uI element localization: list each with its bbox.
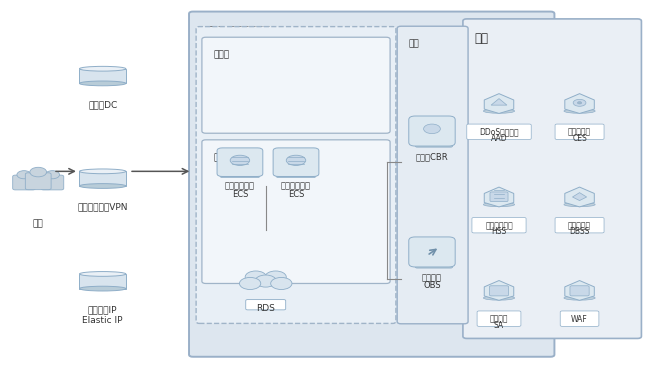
FancyBboxPatch shape (220, 172, 259, 177)
Ellipse shape (286, 155, 306, 166)
Polygon shape (484, 280, 514, 300)
Text: Elastic IP: Elastic IP (83, 316, 123, 325)
FancyBboxPatch shape (555, 218, 604, 233)
Text: ECS: ECS (288, 190, 304, 199)
Ellipse shape (79, 272, 126, 276)
FancyBboxPatch shape (490, 192, 508, 202)
Text: 弹性云服务器: 弹性云服务器 (281, 181, 311, 190)
Text: 弹性公网IP: 弹性公网IP (88, 305, 118, 314)
FancyBboxPatch shape (472, 218, 526, 233)
FancyBboxPatch shape (555, 124, 604, 140)
FancyBboxPatch shape (489, 286, 508, 296)
Ellipse shape (564, 296, 595, 300)
Polygon shape (79, 69, 126, 83)
FancyBboxPatch shape (467, 124, 531, 140)
FancyBboxPatch shape (217, 148, 263, 176)
FancyBboxPatch shape (189, 12, 554, 357)
Ellipse shape (79, 169, 126, 174)
Text: 数据库: 数据库 (213, 51, 229, 60)
FancyBboxPatch shape (276, 172, 316, 177)
Polygon shape (565, 94, 594, 113)
FancyBboxPatch shape (560, 311, 599, 326)
FancyBboxPatch shape (196, 26, 396, 323)
Ellipse shape (79, 184, 126, 188)
FancyBboxPatch shape (273, 148, 319, 176)
Text: DBSS: DBSS (569, 227, 590, 237)
Polygon shape (79, 274, 126, 289)
FancyBboxPatch shape (409, 116, 455, 146)
Polygon shape (565, 187, 594, 207)
FancyBboxPatch shape (13, 175, 35, 190)
Text: HSS: HSS (491, 227, 506, 237)
Text: WAF: WAF (571, 315, 588, 324)
Circle shape (245, 271, 266, 283)
Text: 态势感知: 态势感知 (489, 315, 508, 324)
Text: 虚拟专有网络VPN: 虚拟专有网络VPN (77, 202, 128, 212)
FancyBboxPatch shape (202, 140, 390, 283)
FancyBboxPatch shape (415, 141, 452, 147)
Text: 企业主机安全: 企业主机安全 (485, 221, 513, 230)
Ellipse shape (484, 296, 515, 300)
Polygon shape (79, 171, 126, 186)
Polygon shape (573, 193, 587, 201)
Polygon shape (491, 99, 507, 105)
FancyBboxPatch shape (202, 37, 390, 133)
FancyBboxPatch shape (397, 26, 468, 324)
Text: CES: CES (572, 134, 587, 143)
Circle shape (17, 171, 31, 179)
FancyBboxPatch shape (463, 19, 642, 339)
Text: 用户: 用户 (33, 219, 44, 228)
Ellipse shape (564, 109, 595, 113)
Circle shape (239, 278, 261, 289)
Circle shape (46, 171, 60, 179)
FancyBboxPatch shape (415, 262, 452, 268)
Ellipse shape (230, 155, 250, 166)
Polygon shape (484, 187, 514, 207)
Ellipse shape (424, 124, 440, 134)
Ellipse shape (564, 202, 595, 207)
Ellipse shape (79, 286, 126, 291)
Polygon shape (484, 94, 514, 113)
FancyBboxPatch shape (41, 175, 64, 190)
Text: 对象存储: 对象存储 (422, 273, 442, 282)
Text: OBS: OBS (423, 281, 441, 290)
FancyBboxPatch shape (246, 299, 286, 310)
Text: DDoS高防服务: DDoS高防服务 (479, 128, 519, 137)
Text: 弹性云服务器: 弹性云服务器 (225, 181, 255, 190)
Text: RDS: RDS (256, 304, 275, 313)
Ellipse shape (484, 109, 515, 113)
Text: ECS: ECS (232, 190, 248, 199)
Circle shape (255, 275, 276, 287)
Circle shape (30, 167, 47, 177)
Ellipse shape (577, 102, 582, 104)
Text: 安全: 安全 (474, 32, 489, 45)
FancyBboxPatch shape (570, 286, 589, 296)
Text: SA: SA (494, 321, 504, 330)
Text: 云专线DC: 云专线DC (88, 100, 117, 109)
Ellipse shape (79, 81, 126, 86)
FancyBboxPatch shape (25, 173, 51, 190)
Text: 云监控服务: 云监控服务 (568, 128, 591, 137)
Text: VPC 华为虚拟私有: VPC 华为虚拟私有 (201, 25, 270, 38)
Circle shape (265, 271, 286, 283)
FancyBboxPatch shape (477, 311, 521, 326)
Text: 数据库安全: 数据库安全 (568, 221, 591, 230)
Circle shape (270, 278, 292, 289)
Text: AAD: AAD (491, 134, 507, 143)
Text: ERP系统: ERP系统 (207, 38, 244, 51)
FancyBboxPatch shape (409, 237, 455, 267)
Ellipse shape (573, 99, 586, 106)
Text: 备份: 备份 (409, 39, 419, 48)
Text: 应用服务器: 应用服务器 (213, 153, 240, 162)
Polygon shape (565, 280, 594, 300)
Ellipse shape (484, 202, 515, 207)
Ellipse shape (79, 66, 126, 71)
Text: 云备份CBR: 云备份CBR (415, 152, 448, 161)
